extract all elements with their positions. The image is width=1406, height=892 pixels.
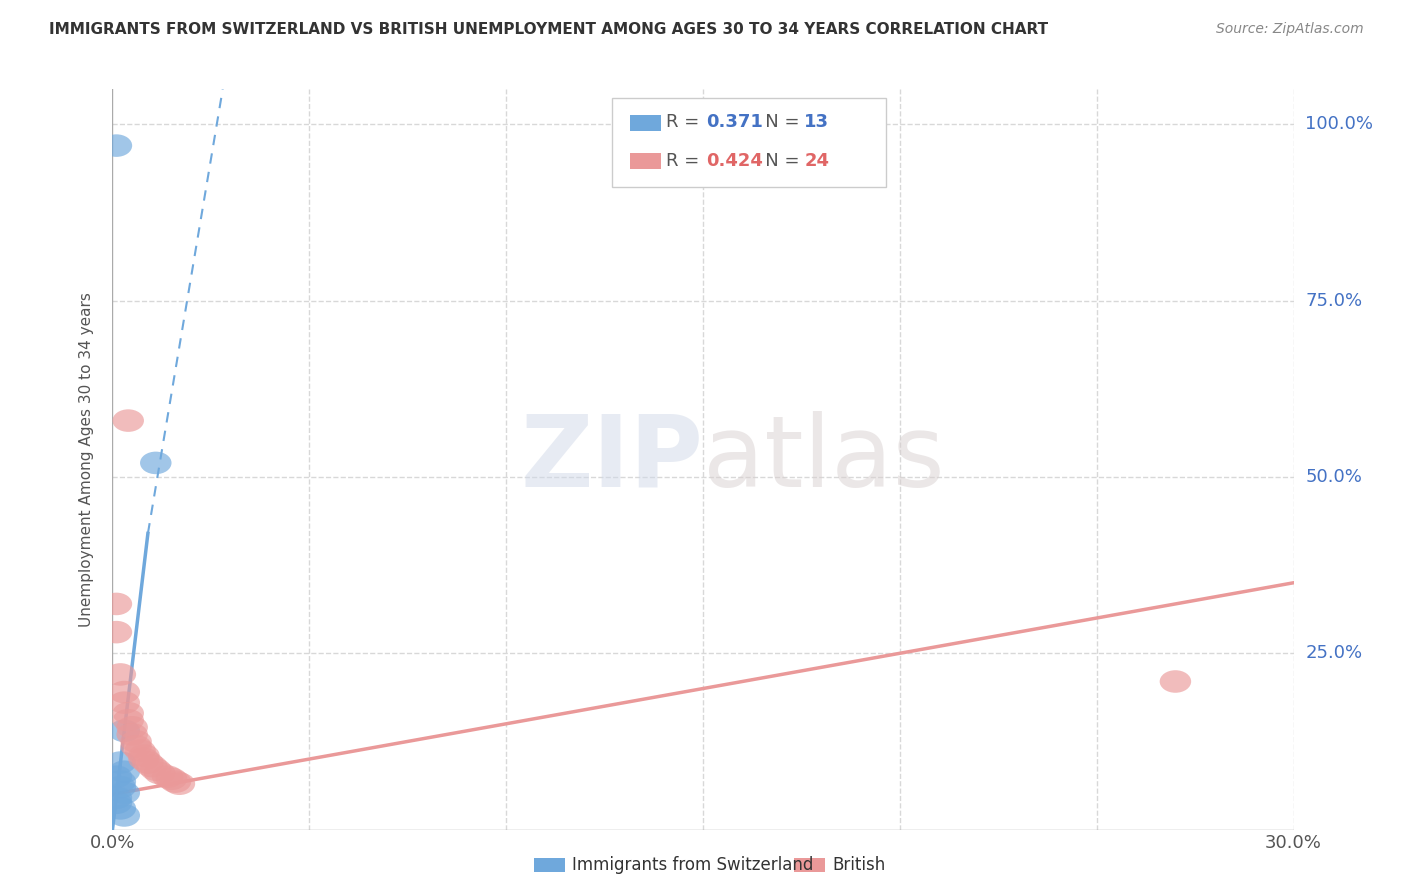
Text: 13: 13: [804, 113, 830, 131]
Ellipse shape: [152, 765, 183, 788]
Ellipse shape: [1160, 670, 1191, 693]
Ellipse shape: [156, 767, 187, 790]
Ellipse shape: [117, 716, 148, 739]
Text: R =: R =: [666, 113, 706, 131]
Ellipse shape: [108, 805, 141, 827]
Ellipse shape: [132, 751, 163, 774]
Ellipse shape: [108, 681, 141, 704]
Ellipse shape: [104, 663, 136, 686]
Ellipse shape: [143, 762, 176, 784]
Ellipse shape: [101, 787, 132, 809]
Text: IMMIGRANTS FROM SWITZERLAND VS BRITISH UNEMPLOYMENT AMONG AGES 30 TO 34 YEARS CO: IMMIGRANTS FROM SWITZERLAND VS BRITISH U…: [49, 22, 1049, 37]
Ellipse shape: [104, 751, 136, 774]
Text: 0.371: 0.371: [706, 113, 762, 131]
Ellipse shape: [108, 691, 141, 714]
Ellipse shape: [112, 709, 143, 731]
Ellipse shape: [128, 744, 160, 767]
Ellipse shape: [101, 791, 132, 814]
Text: 24: 24: [804, 152, 830, 169]
Ellipse shape: [160, 771, 191, 793]
Ellipse shape: [104, 776, 136, 798]
Ellipse shape: [141, 758, 172, 780]
Text: 75.0%: 75.0%: [1305, 292, 1362, 310]
Text: 25.0%: 25.0%: [1305, 644, 1362, 662]
Text: atlas: atlas: [703, 411, 945, 508]
Ellipse shape: [101, 592, 132, 615]
Text: 0.424: 0.424: [706, 152, 762, 169]
Ellipse shape: [101, 765, 132, 788]
Ellipse shape: [108, 720, 141, 742]
Text: Immigrants from Switzerland: Immigrants from Switzerland: [572, 856, 814, 874]
Ellipse shape: [141, 451, 172, 475]
Ellipse shape: [163, 772, 195, 795]
Text: Source: ZipAtlas.com: Source: ZipAtlas.com: [1216, 22, 1364, 37]
Ellipse shape: [112, 409, 143, 432]
Text: N =: N =: [748, 152, 806, 169]
Text: 50.0%: 50.0%: [1305, 468, 1362, 486]
Ellipse shape: [101, 135, 132, 157]
Ellipse shape: [128, 747, 160, 771]
Text: 100.0%: 100.0%: [1305, 115, 1374, 134]
Ellipse shape: [104, 797, 136, 820]
Y-axis label: Unemployment Among Ages 30 to 34 years: Unemployment Among Ages 30 to 34 years: [79, 292, 94, 627]
Text: British: British: [832, 856, 886, 874]
Ellipse shape: [117, 723, 148, 746]
Ellipse shape: [121, 731, 152, 753]
Ellipse shape: [101, 621, 132, 643]
Ellipse shape: [112, 702, 143, 724]
Ellipse shape: [121, 735, 152, 757]
Ellipse shape: [104, 771, 136, 793]
Text: R =: R =: [666, 152, 706, 169]
Ellipse shape: [108, 781, 141, 805]
Ellipse shape: [124, 739, 156, 762]
Ellipse shape: [108, 761, 141, 783]
Ellipse shape: [136, 755, 167, 778]
Text: ZIP: ZIP: [520, 411, 703, 508]
Text: N =: N =: [748, 113, 806, 131]
